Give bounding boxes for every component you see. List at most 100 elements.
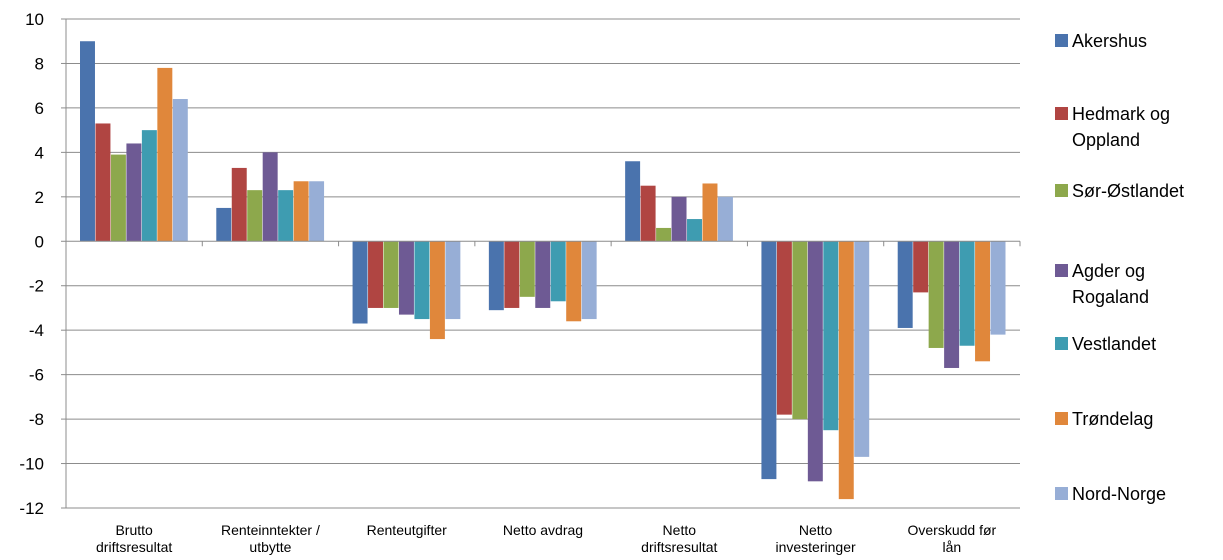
category-label: Netto avdrag bbox=[503, 522, 583, 538]
legend-swatch bbox=[1055, 487, 1068, 500]
legend-item: Akershus bbox=[1055, 28, 1147, 54]
bar bbox=[792, 241, 808, 420]
bar bbox=[309, 181, 325, 242]
legend-label-line: Akershus bbox=[1072, 31, 1148, 51]
category-label: Renteinntekter / bbox=[221, 522, 320, 538]
bar bbox=[975, 241, 991, 362]
legend-item: Sør-Østlandet bbox=[1055, 178, 1184, 204]
bar bbox=[126, 143, 142, 242]
category-label: Overskudd før bbox=[908, 522, 997, 538]
legend-swatch bbox=[1055, 264, 1068, 277]
y-tick-label: 10 bbox=[25, 10, 44, 29]
legend-label-line: Hedmark og bbox=[1072, 104, 1171, 124]
bar bbox=[172, 99, 188, 242]
legend-swatch bbox=[1055, 412, 1068, 425]
bar bbox=[445, 241, 461, 320]
legend-label: Akershus bbox=[1072, 28, 1147, 54]
bar bbox=[776, 241, 792, 415]
bar bbox=[897, 241, 913, 328]
legend-item: Nord-Norge bbox=[1055, 481, 1166, 507]
bar bbox=[717, 196, 733, 242]
bar bbox=[959, 241, 975, 346]
bar bbox=[398, 241, 414, 315]
bar bbox=[110, 154, 126, 242]
bar bbox=[231, 167, 247, 242]
category-label: investeringer bbox=[775, 539, 855, 555]
bar bbox=[566, 241, 582, 322]
bar bbox=[429, 241, 445, 340]
legend-swatch bbox=[1055, 34, 1068, 47]
y-tick-label: -6 bbox=[29, 366, 44, 385]
y-tick-label: 2 bbox=[35, 188, 44, 207]
legend-label-line: Agder og bbox=[1072, 261, 1146, 281]
category-label: driftsresultat bbox=[96, 539, 172, 555]
bar bbox=[141, 130, 157, 242]
bar bbox=[95, 123, 111, 242]
y-tick-label: 4 bbox=[35, 143, 44, 162]
bar bbox=[838, 241, 854, 500]
category-label: lån bbox=[943, 539, 962, 555]
bar bbox=[581, 241, 597, 320]
bar bbox=[625, 161, 641, 242]
bar bbox=[807, 241, 823, 482]
bar bbox=[519, 241, 535, 297]
bar bbox=[990, 241, 1006, 335]
legend-item: Agder og Rogaland bbox=[1055, 258, 1149, 310]
bar bbox=[414, 241, 430, 320]
bar bbox=[504, 241, 520, 308]
legend-label: Nord-Norge bbox=[1072, 481, 1166, 507]
y-tick-label: -8 bbox=[29, 410, 44, 429]
y-tick-label: 8 bbox=[35, 54, 44, 73]
legend-label-line: Vestlandet bbox=[1072, 334, 1157, 354]
legend-label-line: Oppland bbox=[1072, 130, 1141, 150]
legend-label: Hedmark og Oppland bbox=[1072, 101, 1170, 153]
legend-swatch bbox=[1055, 107, 1068, 120]
legend-label-line: Nord-Norge bbox=[1072, 484, 1167, 504]
bar bbox=[368, 241, 384, 308]
bar bbox=[640, 185, 656, 242]
legend-item: Hedmark og Oppland bbox=[1055, 101, 1170, 153]
category-label: Netto bbox=[799, 522, 833, 538]
category-label: Netto bbox=[663, 522, 697, 538]
bar bbox=[656, 227, 672, 242]
legend-swatch bbox=[1055, 184, 1068, 197]
legend-label-line: Trøndelag bbox=[1072, 409, 1154, 429]
bar bbox=[671, 196, 687, 242]
bar bbox=[928, 241, 944, 348]
category-label: driftsresultat bbox=[641, 539, 717, 555]
legend-item: Trøndelag bbox=[1055, 406, 1153, 432]
bar bbox=[944, 241, 960, 368]
bar bbox=[550, 241, 566, 302]
y-tick-label: 6 bbox=[35, 99, 44, 118]
category-label: utbytte bbox=[249, 539, 291, 555]
bar bbox=[488, 241, 504, 311]
bar bbox=[247, 190, 263, 242]
bar bbox=[157, 67, 173, 242]
bar bbox=[687, 219, 702, 242]
bar bbox=[216, 207, 232, 242]
y-tick-label: -12 bbox=[19, 499, 44, 518]
legend-label: Agder og Rogaland bbox=[1072, 258, 1149, 310]
category-label: Renteutgifter bbox=[367, 522, 447, 538]
bar bbox=[383, 241, 399, 308]
chart-plot: 1086420-2-4-6-8-10-12Bruttodriftsresulta… bbox=[19, 10, 1021, 555]
y-tick-label: -4 bbox=[29, 321, 44, 340]
bar bbox=[913, 241, 929, 293]
bar bbox=[761, 241, 777, 480]
bar bbox=[352, 241, 368, 324]
legend-label-line: Sør-Østlandet bbox=[1072, 181, 1185, 201]
bar bbox=[80, 41, 95, 242]
category-label: Brutto bbox=[115, 522, 153, 538]
bar bbox=[278, 190, 294, 242]
y-tick-label: -2 bbox=[29, 277, 44, 296]
bar bbox=[535, 241, 551, 308]
bar bbox=[262, 152, 278, 242]
y-tick-label: -10 bbox=[19, 455, 44, 474]
legend-label: Sør-Østlandet bbox=[1072, 178, 1184, 204]
y-tick-label: 0 bbox=[35, 232, 44, 251]
bar bbox=[293, 181, 309, 242]
legend-label: Vestlandet bbox=[1072, 331, 1156, 357]
legend-item: Vestlandet bbox=[1055, 331, 1156, 357]
bar bbox=[823, 241, 839, 431]
legend-label-line: Rogaland bbox=[1072, 287, 1150, 307]
